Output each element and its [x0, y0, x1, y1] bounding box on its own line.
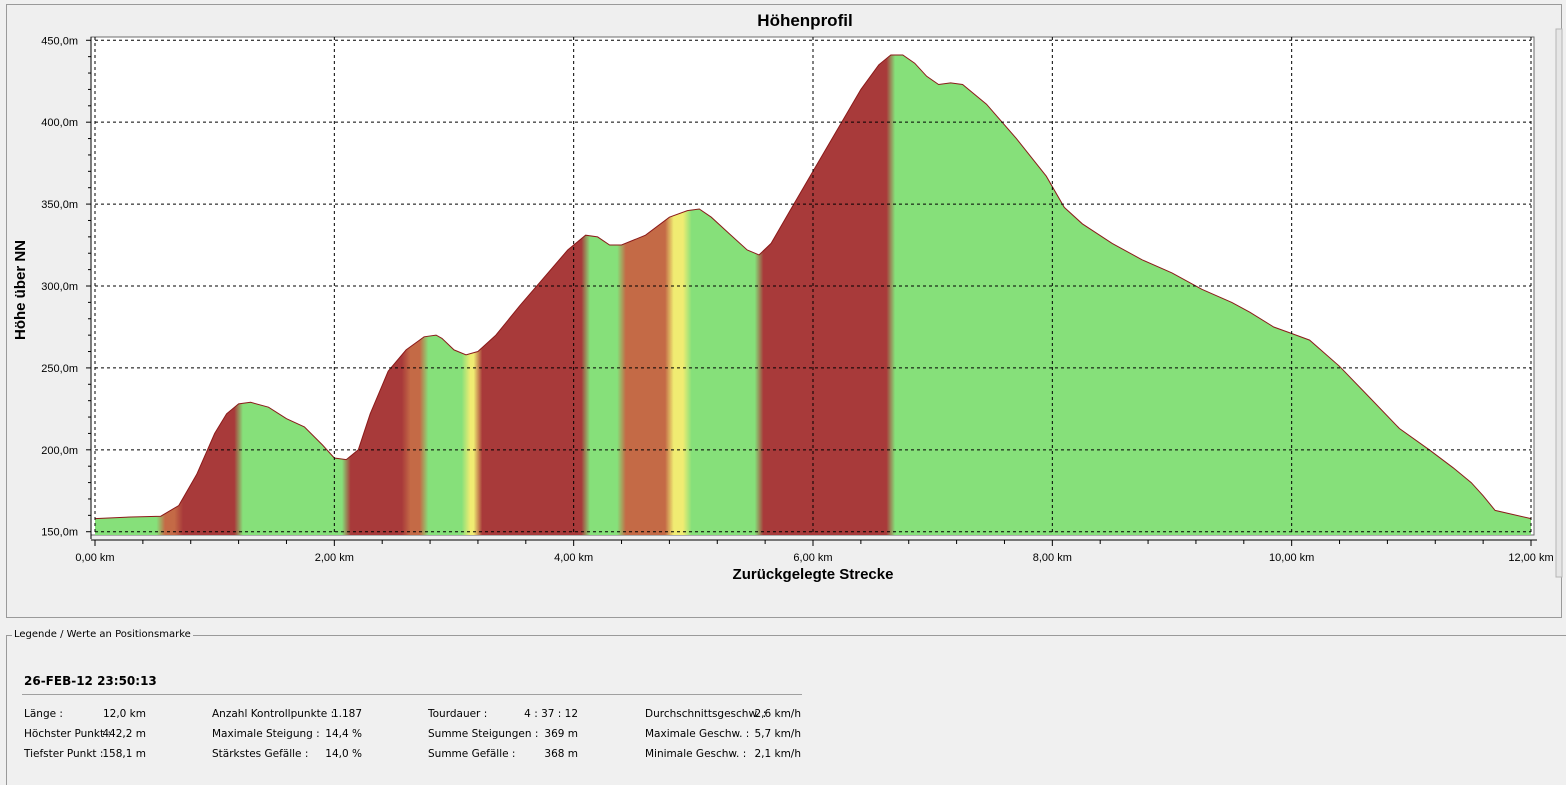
chart-title: Höhenprofil: [757, 11, 852, 30]
y-axis-title: Höhe über NN: [12, 240, 29, 340]
stat-label: Länge :: [24, 708, 63, 720]
axis-layer: 150,0m 200,0m 250,0m 300,0m 350,0m 400,0m 450,…: [41, 35, 1553, 564]
stat-label: Maximale Geschw. :: [645, 728, 750, 740]
y-tick-label: 300,0m: [41, 281, 78, 293]
x-tick-label: 12,00 km: [1508, 552, 1553, 564]
stat-label: Minimale Geschw. :: [645, 748, 747, 760]
x-tick-label: 8,00 km: [1033, 552, 1072, 564]
chart-panel: 150,0m 200,0m 250,0m 300,0m 350,0m 400,0m 450,…: [6, 4, 1563, 619]
x-tick-label: 4,00 km: [554, 552, 593, 564]
grid-layer: [94, 37, 1532, 535]
stat-label: Anzahl Kontrollpunkte :: [212, 708, 335, 720]
stat-value: 4 : 37 : 12: [524, 708, 578, 720]
stat-value: 158,1 m: [102, 748, 146, 760]
position-datetime: 26-FEB-12 23:50:13: [24, 674, 157, 688]
stat-value: 1.187: [331, 708, 362, 720]
stat-value: 14,4 %: [325, 728, 362, 740]
y-tick-label: 350,0m: [41, 199, 78, 211]
x-tick-label: 2,00 km: [315, 552, 354, 564]
legend-box: [6, 635, 1566, 785]
x-tick-label: 10,00 km: [1269, 552, 1314, 564]
y-tick-label: 150,0m: [41, 527, 78, 539]
stat-label: Summe Steigungen :: [428, 728, 539, 740]
stat-value: 369 m: [544, 728, 578, 740]
stat-value: 2,1 km/h: [754, 748, 801, 760]
y-tick-label: 450,0m: [41, 35, 78, 47]
stat-label: Höchster Punkt :: [24, 728, 111, 740]
elevation-chart[interactable]: 150,0m 200,0m 250,0m 300,0m 350,0m 400,0m 450,…: [7, 5, 1563, 619]
y-tick-label: 400,0m: [41, 117, 78, 129]
stat-label: Stärkstes Gefälle :: [212, 748, 309, 760]
x-axis-title: Zurückgelegte Strecke: [733, 566, 894, 583]
x-tick-label: 6,00 km: [793, 552, 832, 564]
legend-title: Legende / Werte an Positionsmarke: [12, 629, 193, 640]
y-tick-label: 250,0m: [41, 363, 78, 375]
stat-value: 12,0 km: [102, 708, 146, 720]
stat-value: 14,0 %: [325, 748, 362, 760]
stat-value: 442,2 m: [102, 728, 146, 740]
y-tick-label: 200,0m: [41, 445, 78, 457]
scrollbar-stub[interactable]: [1555, 28, 1563, 578]
stat-label: Tiefster Punkt :: [24, 748, 104, 760]
elevation-line: [94, 54, 1532, 520]
stat-label: Tourdauer :: [428, 708, 488, 720]
stat-label: Summe Gefälle :: [428, 748, 516, 760]
stat-value: 2,6 km/h: [754, 708, 801, 720]
stat-label: Durchschnittsgeschw. :: [645, 708, 767, 720]
x-tick-label: 0,00 km: [75, 552, 114, 564]
stat-label: Maximale Steigung :: [212, 728, 320, 740]
stat-value: 5,7 km/h: [754, 728, 801, 740]
stat-value: 368 m: [544, 748, 578, 760]
legend-separator: [22, 694, 802, 695]
